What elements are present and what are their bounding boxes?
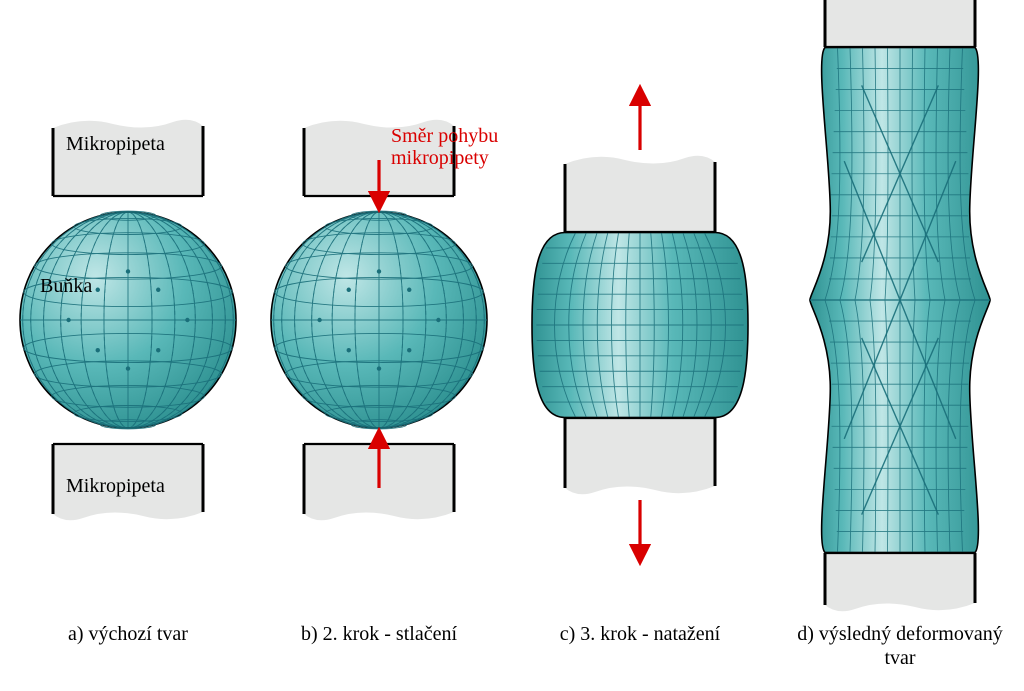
label-bunka: Buňka	[40, 275, 92, 297]
panel-d: d) výsledný deformovanýtvar	[797, 0, 1003, 669]
label-mikropipeta-bottom: Mikropipeta	[66, 475, 165, 497]
label-smer-1: Směr pohybu	[391, 125, 498, 147]
caption-b: b) 2. krok - stlačení	[301, 623, 458, 645]
caption-d-2: tvar	[884, 647, 915, 669]
caption-a: a) výchozí tvar	[68, 623, 188, 645]
label-smer-2: mikropipety	[391, 147, 489, 169]
panel-b: Směr pohybumikropipety b) 2. krok - stlač…	[271, 120, 498, 645]
panel-a: Mikropipeta Mikropipeta Buňka a) výchozí tv…	[20, 120, 236, 645]
figure-root: Mikropipeta Mikropipeta Buňka a) výchozí tv…	[0, 0, 1024, 691]
caption-d-1: d) výsledný deformovaný	[797, 623, 1003, 645]
label-mikropipeta-top: Mikropipeta	[66, 133, 165, 155]
figure-svg: Mikropipeta Mikropipeta Buňka a) výchozí tv…	[0, 0, 1024, 691]
panel-c: c) 3. krok - natažení	[532, 95, 748, 645]
caption-c: c) 3. krok - natažení	[560, 623, 721, 645]
